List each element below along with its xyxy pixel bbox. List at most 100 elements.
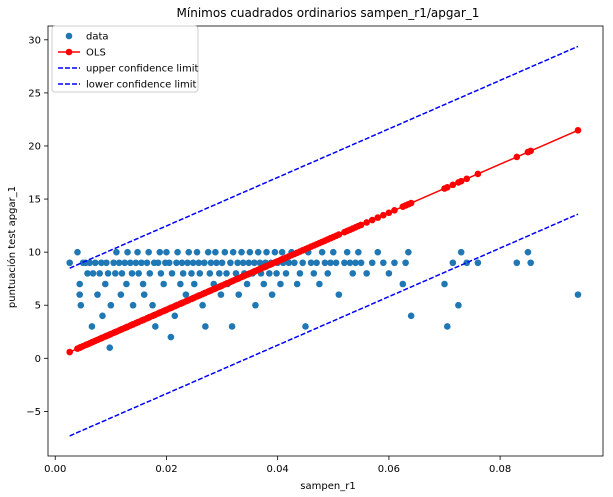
data-point [94, 291, 101, 298]
plot-area [47, 25, 604, 457]
data-point [278, 248, 286, 256]
data-point [293, 280, 301, 288]
y-tick-label: 15 [28, 195, 41, 206]
ols-marker [474, 170, 482, 178]
data-point [86, 259, 94, 267]
data-point [74, 248, 81, 256]
data-point [190, 280, 198, 288]
data-point [527, 259, 535, 267]
data-point [299, 259, 306, 267]
data-point [363, 270, 370, 277]
data-point [200, 259, 208, 267]
data-point [96, 270, 104, 277]
data-point [251, 259, 258, 267]
y-tick-label: 10 [28, 248, 41, 259]
data-point [245, 259, 253, 267]
data-point [134, 248, 141, 256]
ols-marker [463, 175, 471, 183]
ols-marker [457, 177, 465, 185]
data-point [189, 259, 197, 267]
data-point [218, 259, 226, 267]
data-point [139, 280, 147, 288]
data-point [321, 259, 329, 267]
data-point [118, 270, 126, 277]
data-point [457, 248, 465, 256]
data-point [402, 259, 409, 267]
data-point [277, 280, 284, 288]
data-point [132, 259, 140, 267]
legend: data OLS upper confidence limit lower confi… [51, 25, 199, 93]
data-point [399, 280, 407, 288]
data-point [66, 259, 73, 267]
data-point [302, 323, 309, 330]
data-point [171, 312, 179, 320]
data-point [443, 323, 451, 330]
data-point [310, 270, 318, 277]
data-point [252, 301, 259, 309]
data-point [229, 248, 237, 256]
data-point [239, 259, 247, 267]
data-point [228, 323, 236, 330]
data-point [154, 259, 162, 267]
legend-marker-ols [65, 48, 73, 56]
y-tick-label: 20 [28, 141, 41, 152]
data-point [135, 270, 142, 277]
data-point [268, 291, 276, 298]
ols-marker [513, 153, 521, 161]
data-point [98, 259, 105, 267]
data-point [246, 248, 254, 256]
ols-marker [363, 219, 370, 226]
data-point [212, 248, 219, 256]
data-point [285, 259, 293, 267]
data-point [407, 312, 415, 320]
data-point [291, 259, 298, 267]
data-point [76, 280, 83, 288]
data-point [204, 248, 212, 256]
legend-frame [51, 25, 199, 93]
x-tick-label: 0.06 [378, 464, 400, 475]
data-point [352, 259, 359, 267]
data-point [368, 259, 376, 267]
data-point [91, 259, 99, 267]
data-point [129, 301, 137, 309]
data-point [178, 259, 186, 267]
data-point [234, 259, 241, 267]
data-point [263, 248, 270, 256]
data-point [221, 248, 229, 256]
data-point [327, 259, 334, 267]
data-point [260, 280, 268, 288]
data-point [238, 248, 245, 256]
data-point [121, 259, 129, 267]
data-point [329, 248, 337, 256]
data-point [160, 280, 167, 288]
data-point [254, 248, 262, 256]
data-point [405, 248, 412, 256]
data-point [296, 270, 304, 277]
data-point [196, 270, 204, 277]
y-tick-label: 5 [35, 301, 41, 312]
data-point [341, 259, 348, 267]
data-point [128, 270, 136, 277]
data-point [213, 259, 220, 267]
ols-marker [380, 211, 387, 219]
data-point [343, 248, 351, 256]
data-point [156, 248, 164, 256]
data-point [316, 280, 323, 288]
data-point [188, 270, 195, 277]
data-point [199, 301, 206, 309]
data-point [115, 259, 123, 267]
y-tick-label: 0 [35, 354, 41, 365]
data-point [149, 301, 156, 309]
data-point [146, 270, 154, 277]
data-point [76, 291, 83, 298]
ols-marker [407, 199, 415, 207]
data-point [273, 270, 280, 277]
data-point [235, 291, 243, 298]
data-point [355, 248, 362, 256]
y-tick-label: 25 [28, 88, 41, 99]
data-point [107, 301, 115, 309]
y-tick-label: −5 [26, 407, 41, 418]
ols-marker [357, 221, 365, 229]
legend-label: lower confidence limit [86, 80, 197, 91]
